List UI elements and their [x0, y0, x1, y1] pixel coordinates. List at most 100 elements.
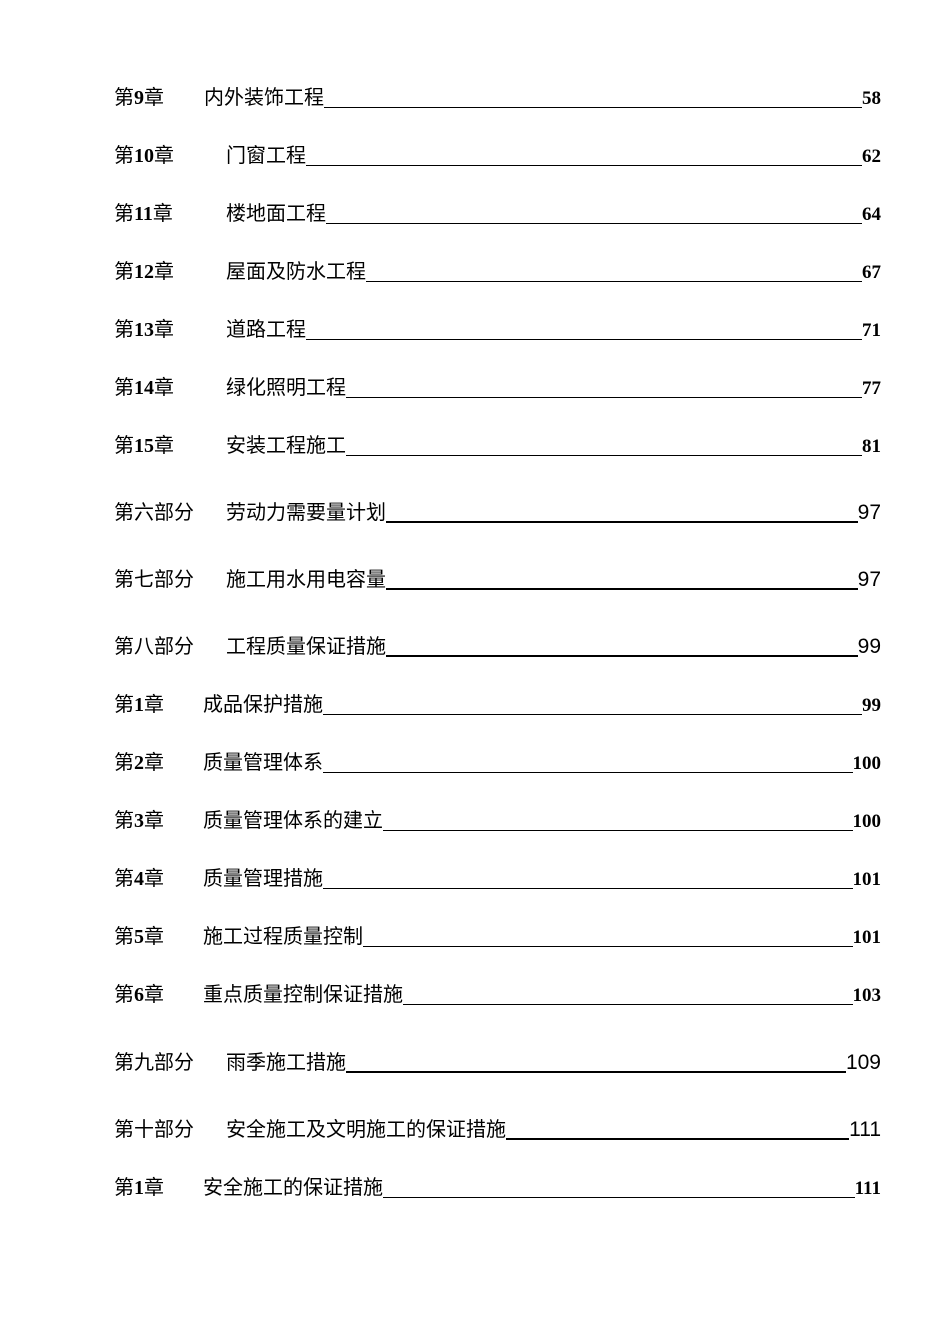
toc-title-line: 成品保护措施 99: [203, 688, 881, 717]
toc-chapter-entry[interactable]: 第4章 质量管理措施 101: [114, 865, 881, 895]
entry-title: 安全施工及文明施工的保证措施: [226, 1117, 506, 1141]
page-number: 99: [857, 635, 881, 658]
toc-chapter-entry[interactable]: 第2章 质量管理体系 100: [114, 749, 881, 779]
toc-chapter-entry[interactable]: 第13章 道路工程 71: [114, 316, 881, 346]
toc-title-line: 门窗工程 62: [226, 139, 881, 168]
toc-chapter-entry[interactable]: 第15章 安装工程施工 81: [114, 432, 881, 462]
entry-title: 门窗工程: [226, 143, 306, 167]
leader-line: [506, 1138, 850, 1140]
part-label: 第六部分: [114, 500, 194, 524]
leader-line: [383, 1197, 855, 1198]
toc-title-line: 绿化照明工程 77: [226, 371, 881, 400]
part-label: 第七部分: [114, 567, 194, 591]
leader-line: [323, 714, 862, 715]
page-number: 97: [857, 501, 881, 524]
toc-chapter-entry[interactable]: 第5章 施工过程质量控制 101: [114, 923, 881, 953]
page-number: 99: [862, 695, 881, 716]
page-number: 101: [852, 927, 882, 948]
chapter-label: 第14章: [114, 375, 174, 399]
page-number: 111: [854, 1178, 881, 1199]
toc-part-entry[interactable]: 第六部分 劳动力需要量计划 97: [114, 499, 881, 529]
part-label: 第十部分: [114, 1117, 194, 1141]
entry-title: 工程质量保证措施: [226, 634, 386, 658]
toc-chapter-entry[interactable]: 第14章 绿化照明工程 77: [114, 374, 881, 404]
toc-title-line: 施工用水用电容量 97: [226, 563, 881, 592]
leader-line: [346, 1071, 846, 1073]
chapter-label: 第15章: [114, 433, 174, 457]
toc-chapter-entry[interactable]: 第9章 内外装饰工程 58: [114, 84, 881, 114]
chapter-label: 第11章: [114, 201, 173, 225]
toc-chapter-entry[interactable]: 第10章 门窗工程 62: [114, 142, 881, 172]
toc-title-line: 楼地面工程 64: [226, 197, 881, 226]
entry-title: 安全施工的保证措施: [203, 1175, 383, 1199]
toc-title-line: 重点质量控制保证措施 103: [203, 978, 881, 1007]
page-number: 100: [852, 753, 882, 774]
entry-title: 质量管理体系: [203, 750, 323, 774]
leader-line: [403, 1004, 853, 1005]
chapter-label: 第13章: [114, 317, 174, 341]
part-label: 第九部分: [114, 1050, 194, 1074]
toc-part-entry[interactable]: 第八部分 工程质量保证措施 99: [114, 633, 881, 663]
toc-chapter-entry[interactable]: 第3章 质量管理体系的建立 100: [114, 807, 881, 837]
chapter-label: 第5章: [114, 924, 164, 948]
leader-line: [386, 655, 858, 657]
toc-chapter-entry[interactable]: 第12章 屋面及防水工程 67: [114, 258, 881, 288]
page-number: 101: [852, 869, 882, 890]
chapter-label: 第1章: [114, 1175, 164, 1199]
toc-title-line: 质量管理措施 101: [203, 862, 881, 891]
entry-title: 施工用水用电容量: [226, 567, 386, 591]
page-number: 111: [849, 1118, 881, 1141]
leader-line: [323, 888, 853, 889]
entry-title: 质量管理措施: [203, 866, 323, 890]
toc-chapter-entry[interactable]: 第1章 成品保护措施 99: [114, 691, 881, 721]
entry-title: 成品保护措施: [203, 692, 323, 716]
toc-title-line: 质量管理体系的建立 100: [203, 804, 881, 833]
entry-title: 劳动力需要量计划: [226, 500, 386, 524]
toc-chapter-entry[interactable]: 第1章 安全施工的保证措施 111: [114, 1174, 881, 1204]
toc-title-line: 施工过程质量控制 101: [203, 920, 881, 949]
leader-line: [324, 107, 862, 108]
toc-title-line: 安全施工的保证措施 111: [203, 1171, 881, 1200]
entry-title: 屋面及防水工程: [226, 259, 366, 283]
toc-title-line: 安全施工及文明施工的保证措施 111: [226, 1113, 881, 1142]
toc-title-line: 雨季施工措施 109: [226, 1046, 881, 1075]
page-number: 62: [862, 146, 881, 167]
chapter-label: 第12章: [114, 259, 174, 283]
toc-title-line: 安装工程施工 81: [226, 429, 881, 458]
entry-title: 道路工程: [226, 317, 306, 341]
toc-part-entry[interactable]: 第九部分 雨季施工措施 109: [114, 1049, 881, 1079]
leader-line: [306, 165, 862, 166]
page-number: 71: [862, 320, 881, 341]
page-number: 109: [845, 1051, 881, 1074]
toc-title-line: 屋面及防水工程 67: [226, 255, 881, 284]
toc-title-line: 道路工程 71: [226, 313, 881, 342]
toc-part-entry[interactable]: 第十部分 安全施工及文明施工的保证措施 111: [114, 1116, 881, 1146]
toc-title-line: 劳动力需要量计划 97: [226, 496, 881, 525]
entry-title: 安装工程施工: [226, 433, 346, 457]
toc-chapter-entry[interactable]: 第6章 重点质量控制保证措施 103: [114, 981, 881, 1011]
leader-line: [306, 339, 862, 340]
toc-part-entry[interactable]: 第七部分 施工用水用电容量 97: [114, 566, 881, 596]
toc-title-line: 工程质量保证措施 99: [226, 630, 881, 659]
entry-title: 绿化照明工程: [226, 375, 346, 399]
page-number: 103: [852, 985, 882, 1006]
page-number: 67: [862, 262, 881, 283]
chapter-label: 第1章: [114, 692, 164, 716]
leader-line: [386, 588, 858, 590]
leader-line: [346, 455, 862, 456]
leader-line: [383, 830, 853, 831]
chapter-label: 第6章: [114, 982, 164, 1006]
chapter-label: 第3章: [114, 808, 164, 832]
leader-line: [346, 397, 862, 398]
page-number: 77: [862, 378, 881, 399]
page-number: 100: [852, 811, 882, 832]
entry-title: 楼地面工程: [226, 201, 326, 225]
leader-line: [366, 281, 862, 282]
toc-title-line: 内外装饰工程 58: [204, 81, 881, 110]
page-number: 64: [862, 204, 881, 225]
entry-title: 质量管理体系的建立: [203, 808, 383, 832]
chapter-label: 第9章: [114, 85, 164, 109]
page-number: 97: [857, 568, 881, 591]
toc-chapter-entry[interactable]: 第11章 楼地面工程 64: [114, 200, 881, 230]
